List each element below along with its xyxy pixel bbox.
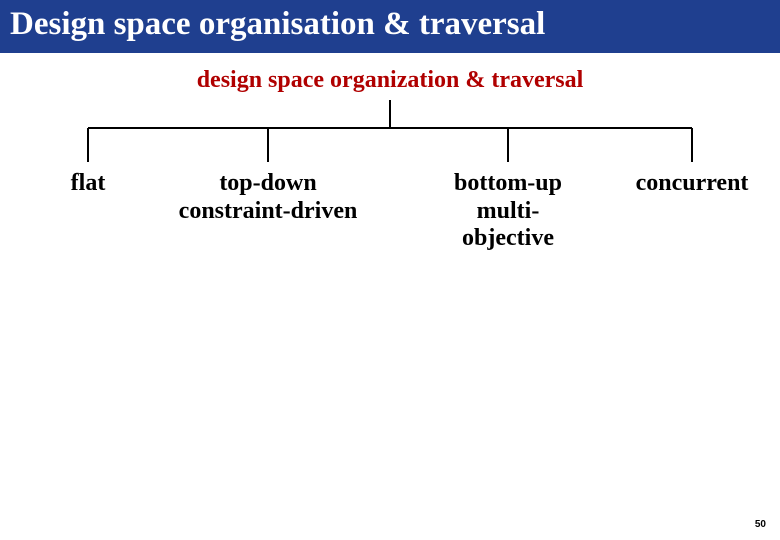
tree-leaf-line: bottom-up — [428, 170, 588, 198]
tree-leaf-line: multi- — [428, 198, 588, 226]
tree-leaf-top-down: top-downconstraint-driven — [158, 170, 378, 225]
tree-leaf-concurrent: concurrent — [612, 170, 772, 198]
tree-lines — [0, 100, 780, 300]
tree-leaf-line: objective — [428, 225, 588, 253]
slide-title: Design space organisation & traversal — [10, 6, 770, 43]
tree-leaf-bottom-up: bottom-upmulti-objective — [428, 170, 588, 253]
slide: Design space organisation & traversal de… — [0, 0, 780, 540]
tree-leaf-flat: flat — [48, 170, 128, 198]
tree-leaf-line: constraint-driven — [158, 198, 378, 226]
tree-leaf-line: concurrent — [612, 170, 772, 198]
title-bar: Design space organisation & traversal — [0, 0, 780, 53]
tree-root-label: design space organization & traversal — [0, 67, 780, 94]
tree-leaf-line: top-down — [158, 170, 378, 198]
tree-diagram: flat top-downconstraint-driven bottom-up… — [0, 100, 780, 300]
tree-leaf-line: flat — [48, 170, 128, 198]
page-number: 50 — [755, 519, 766, 530]
